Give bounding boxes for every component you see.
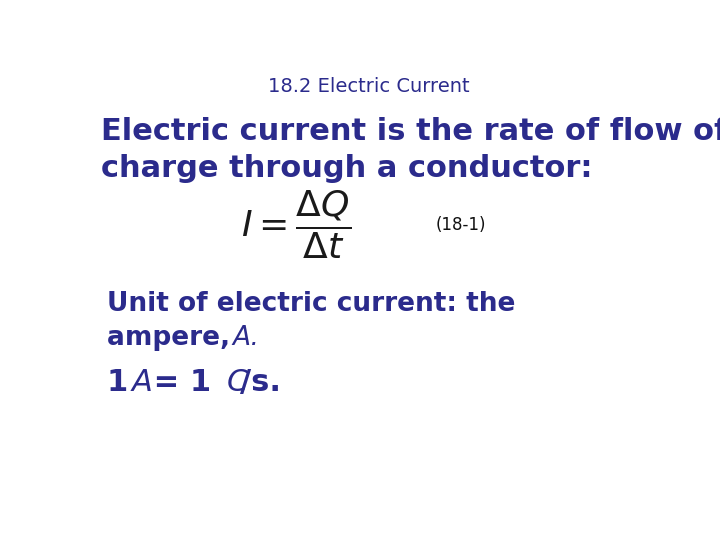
Text: 1: 1 — [107, 368, 139, 397]
Text: 18.2 Electric Current: 18.2 Electric Current — [268, 77, 470, 96]
Text: A: A — [132, 368, 153, 397]
Text: A.: A. — [233, 325, 259, 350]
Text: $I = \dfrac{\Delta Q}{\Delta t}$: $I = \dfrac{\Delta Q}{\Delta t}$ — [241, 189, 351, 261]
Text: = 1: = 1 — [143, 368, 222, 397]
Text: (18-1): (18-1) — [436, 216, 487, 234]
Text: ampere,: ampere, — [107, 325, 239, 350]
Text: charge through a conductor:: charge through a conductor: — [101, 154, 593, 183]
Text: /s.: /s. — [240, 368, 281, 397]
Text: Electric current is the rate of flow of: Electric current is the rate of flow of — [101, 117, 720, 146]
Text: Unit of electric current: the: Unit of electric current: the — [107, 292, 515, 318]
Text: C: C — [227, 368, 248, 397]
